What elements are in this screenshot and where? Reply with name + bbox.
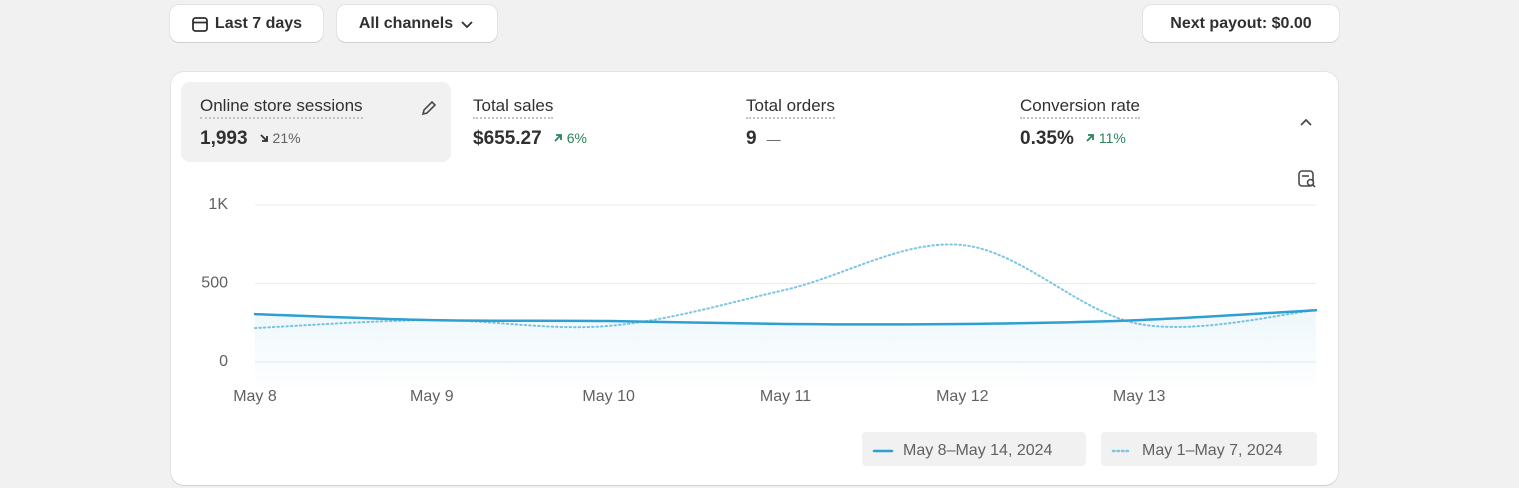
x-tick-label: May 12 bbox=[936, 388, 989, 405]
metric-change-label: — bbox=[766, 131, 781, 147]
metric-value: 0.35% bbox=[1020, 128, 1074, 149]
arrow-up bbox=[1086, 134, 1094, 142]
legend-label: May 1–May 7, 2024 bbox=[1142, 442, 1283, 459]
date-range-button[interactable]: Last 7 days bbox=[170, 5, 323, 42]
payout-label: Next payout: $0.00 bbox=[1170, 14, 1312, 32]
metric-tile[interactable]: Total sales $655.27 6% bbox=[454, 82, 724, 162]
analytics-card: Online store sessions 1,993 21% Total sal… bbox=[171, 72, 1338, 485]
metric-row: $655.27 6% bbox=[473, 128, 705, 150]
metric-change-label: 21% bbox=[272, 130, 301, 146]
metric-title: Total orders bbox=[746, 96, 835, 119]
y-tick-label: 0 bbox=[219, 353, 228, 370]
metric-title: Online store sessions bbox=[200, 96, 363, 119]
legend-label: May 8–May 14, 2024 bbox=[903, 442, 1053, 459]
date-range-label: Last 7 days bbox=[214, 14, 303, 32]
metric-change: — bbox=[767, 131, 781, 147]
calendar-icon bbox=[192, 16, 208, 32]
payout-button[interactable]: Next payout: $0.00 bbox=[1143, 5, 1339, 42]
metric-value: $655.27 bbox=[473, 128, 542, 149]
metric-change: 21% bbox=[258, 130, 301, 146]
x-tick-label: May 10 bbox=[582, 388, 635, 405]
metric-tile[interactable]: Online store sessions 1,993 21% bbox=[181, 82, 451, 162]
y-tick-label: 1K bbox=[208, 196, 228, 213]
metric-row: 9 — bbox=[746, 128, 978, 150]
metric-change-label: 6% bbox=[566, 130, 587, 146]
legend-item bbox=[1101, 432, 1317, 466]
arrow-down bbox=[259, 134, 268, 142]
arrow-up bbox=[554, 134, 562, 142]
metric-tile[interactable]: Total orders 9 — bbox=[727, 82, 997, 162]
metric-title: Conversion rate bbox=[1020, 96, 1141, 119]
series-line bbox=[253, 308, 1318, 326]
insights-icon[interactable] bbox=[1297, 169, 1317, 189]
metric-value: 9 bbox=[746, 128, 757, 149]
metric-row: 0.35% 11% bbox=[1020, 128, 1252, 150]
metric-row: 1,993 21% bbox=[200, 128, 432, 150]
channels-button[interactable]: All channels bbox=[337, 5, 497, 42]
metric-title: Total sales bbox=[473, 96, 554, 119]
metric-value: 1,993 bbox=[200, 128, 248, 149]
channels-label: All channels bbox=[358, 14, 454, 32]
y-tick-label: 500 bbox=[201, 275, 228, 292]
x-tick-label: May 11 bbox=[760, 388, 811, 405]
metric-change-label: 11% bbox=[1098, 130, 1126, 146]
legend-item bbox=[862, 432, 1086, 466]
metric-change: 6% bbox=[552, 130, 587, 146]
edit-icon[interactable] bbox=[419, 98, 439, 118]
chevron-down bbox=[461, 20, 473, 28]
metric-change: 11% bbox=[1084, 130, 1126, 146]
x-tick-label: May 13 bbox=[1113, 388, 1166, 405]
area-fill bbox=[255, 310, 1316, 392]
series-line bbox=[254, 243, 1317, 330]
collapse-icon[interactable] bbox=[1298, 115, 1314, 131]
x-tick-label: May 9 bbox=[410, 388, 454, 405]
x-tick-label: May 8 bbox=[233, 388, 277, 405]
metric-tile[interactable]: Conversion rate 0.35% 11% bbox=[1001, 82, 1271, 162]
